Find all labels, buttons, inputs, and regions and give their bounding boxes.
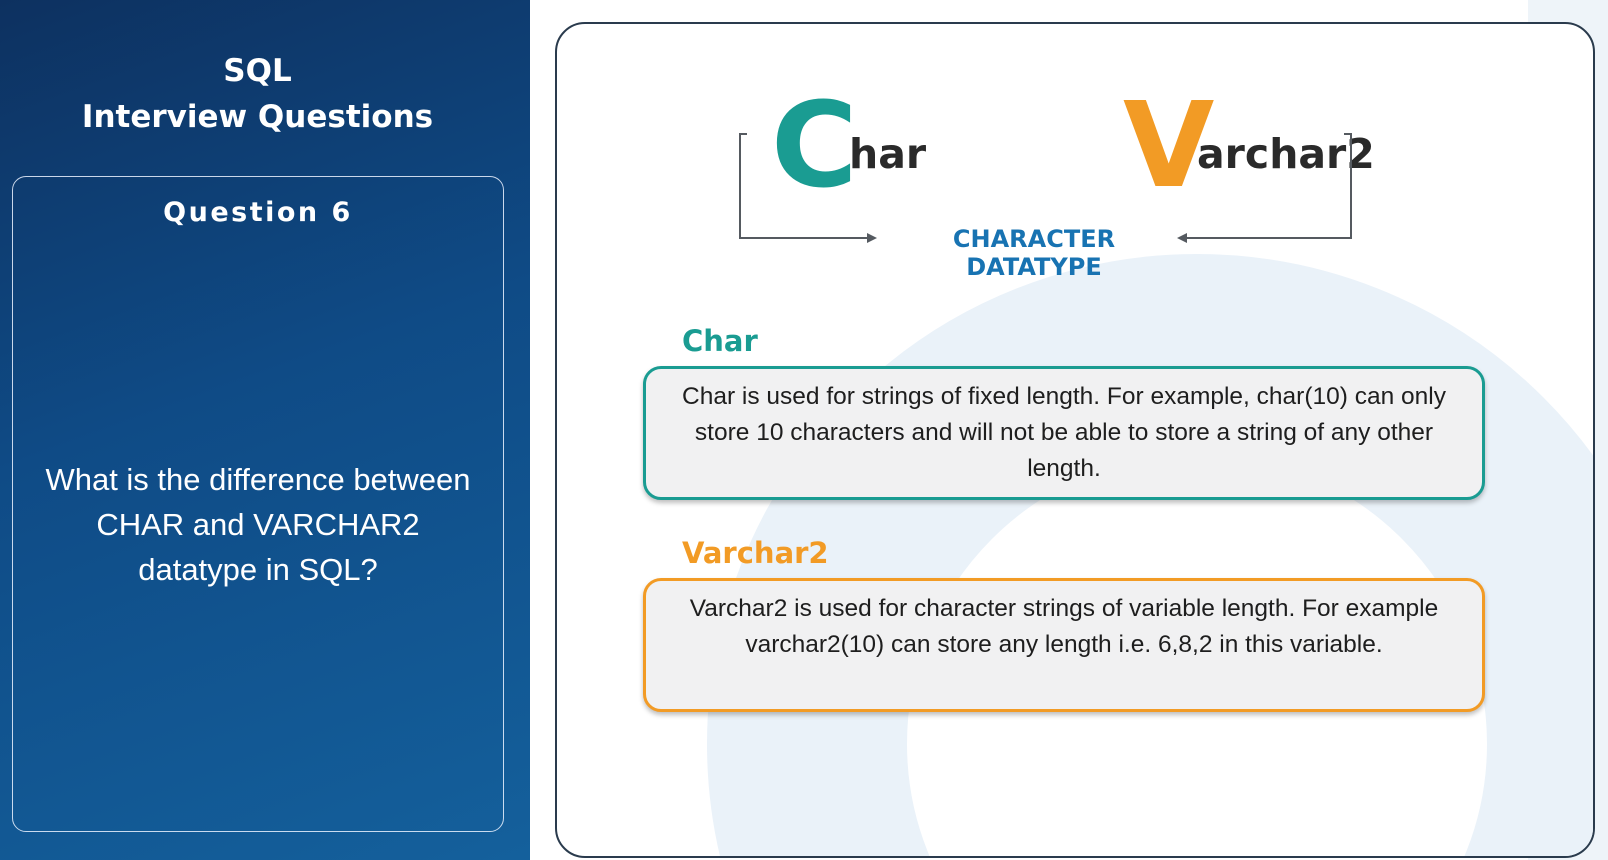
question-text: What is the difference between CHAR and … xyxy=(45,462,471,587)
char-heading: Char xyxy=(682,324,758,358)
title-sql: SQL xyxy=(223,53,292,89)
varchar-initial-letter: V xyxy=(1123,76,1215,214)
varchar-word-rest: archar2 xyxy=(1197,130,1375,178)
varchar-description-box: Varchar2 is used for character strings o… xyxy=(643,578,1485,712)
question-number: Question 6 xyxy=(163,197,353,228)
watermark-logo xyxy=(707,254,1593,856)
right-bracket-line xyxy=(1187,133,1352,239)
title-interview-questions: Interview Questions xyxy=(81,99,434,135)
right-arrow-head xyxy=(1177,233,1187,243)
char-initial-letter: C xyxy=(771,76,858,214)
character-datatype-label: CHARACTER DATATYPE xyxy=(952,225,1116,281)
question-box: Question 6 What is the difference betwee… xyxy=(12,176,504,832)
left-arrow-head xyxy=(867,233,877,243)
left-panel: SQL Interview Questions Question 6 What … xyxy=(0,0,530,860)
char-description-box: Char is used for strings of fixed length… xyxy=(643,366,1485,500)
char-description: Char is used for strings of fixed length… xyxy=(682,383,1446,482)
content-card: C har V archar2 CHARACTER DATATYPE Char … xyxy=(555,22,1595,858)
char-word-rest: har xyxy=(849,130,927,178)
varchar-heading: Varchar2 xyxy=(682,536,829,570)
varchar-description: Varchar2 is used for character strings o… xyxy=(689,595,1439,658)
bracket-arrows xyxy=(739,133,1352,243)
left-bracket-line xyxy=(739,133,867,239)
